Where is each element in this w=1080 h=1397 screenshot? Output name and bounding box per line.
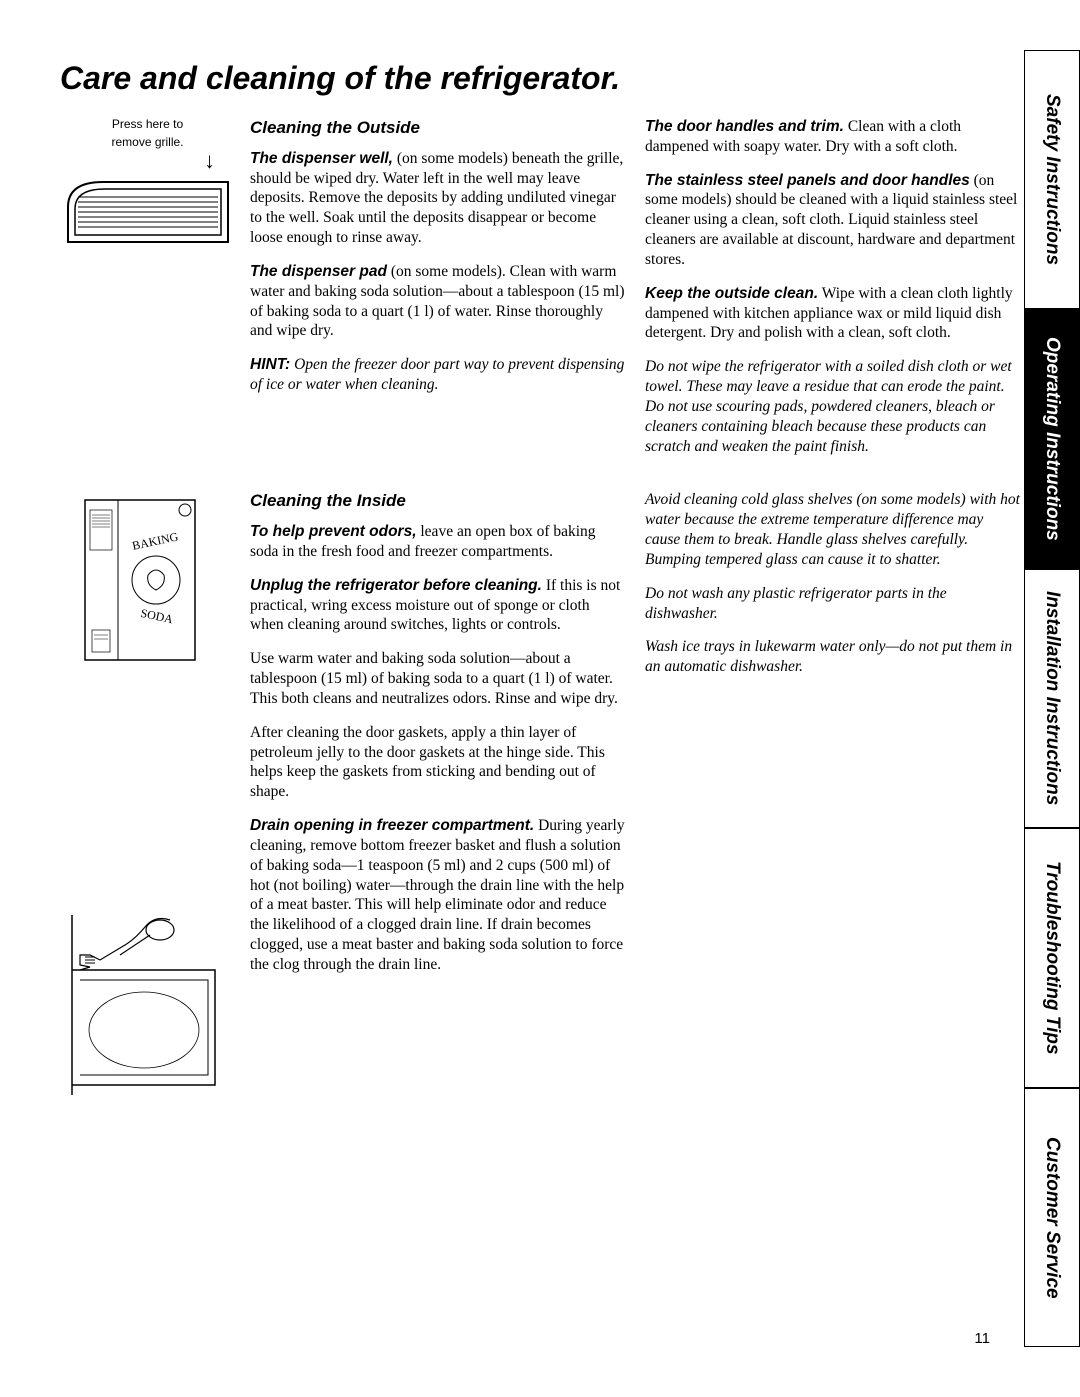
text-no-dishwasher: Do not wash any plastic refrigerator par… <box>645 584 1020 624</box>
grille-figure: Press here to remove grille. ↓ <box>60 117 250 470</box>
tab-customer-service[interactable]: Customer Service <box>1024 1088 1080 1347</box>
lead-keep-clean: Keep the outside clean. <box>645 285 818 302</box>
lead-door-handles: The door handles and trim. <box>645 118 844 135</box>
lead-unplug: Unplug the refrigerator before cleaning. <box>250 577 542 594</box>
page-number: 11 <box>974 1330 990 1347</box>
text-cold-glass: Avoid cleaning cold glass shelves (on so… <box>645 490 1020 569</box>
grille-caption-line1: Press here to <box>60 117 235 131</box>
lead-drain: Drain opening in freezer compartment. <box>250 817 534 834</box>
section-inside: BAKING SODA <box>60 490 1020 1100</box>
text-ice-trays: Wash ice trays in lukewarm water only—do… <box>645 637 1020 677</box>
text-warm-water: Use warm water and baking soda solution—… <box>250 649 625 708</box>
meat-baster-icon <box>60 915 220 1095</box>
lead-prevent-odors: To help prevent odors, <box>250 523 417 540</box>
text-hint: Open the freezer door part way to preven… <box>250 356 624 393</box>
tab-installation[interactable]: Installation Instructions <box>1024 569 1080 828</box>
tab-safety[interactable]: Safety Instructions <box>1024 50 1080 309</box>
lead-dispenser-pad: The dispenser pad <box>250 263 387 280</box>
section-outside: Press here to remove grille. ↓ Clea <box>60 117 1020 470</box>
svg-text:BAKING: BAKING <box>131 530 180 553</box>
inside-col-right: Avoid cleaning cold glass shelves (on so… <box>645 490 1020 1100</box>
lead-dispenser-well: The dispenser well, <box>250 150 393 167</box>
text-drain: During yearly cleaning, remove bottom fr… <box>250 817 625 973</box>
lead-stainless: The stainless steel panels and door hand… <box>645 172 970 189</box>
outside-col-right: The door handles and trim. Clean with a … <box>645 117 1020 470</box>
svg-text:SODA: SODA <box>139 606 174 627</box>
tab-troubleshooting[interactable]: Troubleshooting Tips <box>1024 828 1080 1087</box>
heading-outside: Cleaning the Outside <box>250 117 625 139</box>
outside-col-left: Cleaning the Outside The dispenser well,… <box>250 117 625 470</box>
text-do-not-wipe: Do not wipe the refrigerator with a soil… <box>645 357 1020 456</box>
inside-figures: BAKING SODA <box>60 490 250 1100</box>
heading-inside: Cleaning the Inside <box>250 490 625 512</box>
lead-hint: HINT: <box>250 356 290 373</box>
side-tabs: Safety Instructions Operating Instructio… <box>1024 50 1080 1347</box>
arrow-down-icon: ↓ <box>60 154 235 167</box>
baking-soda-icon: BAKING SODA <box>70 490 210 670</box>
text-gaskets: After cleaning the door gaskets, apply a… <box>250 723 625 802</box>
tab-operating[interactable]: Operating Instructions <box>1024 309 1080 568</box>
grille-icon <box>63 167 233 257</box>
inside-col-left: Cleaning the Inside To help prevent odor… <box>250 490 625 1100</box>
page-title: Care and cleaning of the refrigerator. <box>60 60 1020 97</box>
